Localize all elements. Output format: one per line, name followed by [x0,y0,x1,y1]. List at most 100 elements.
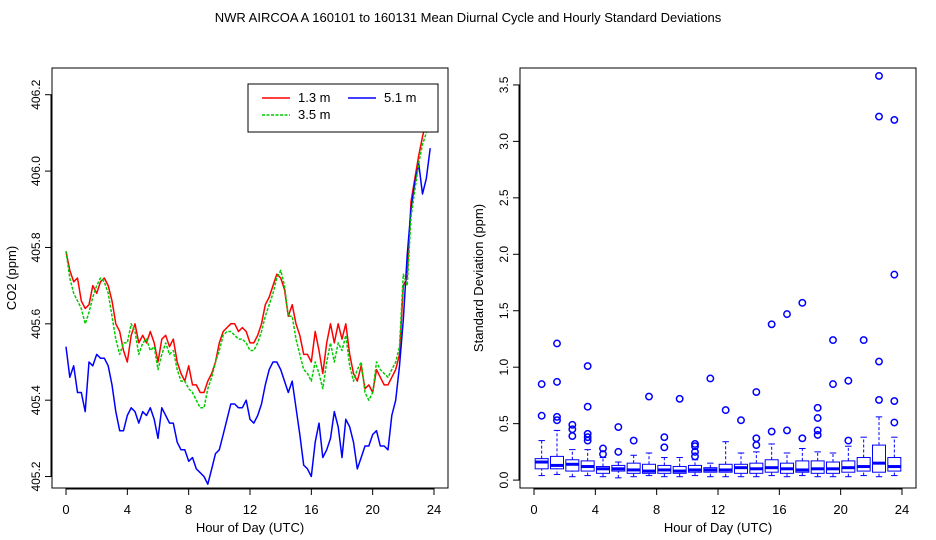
outlier-point [844,436,853,445]
left-x-tick-label: 24 [427,502,441,517]
outlier-point [599,450,607,459]
outlier-point [813,430,822,439]
box-hour-22.5 [872,71,886,478]
outlier-point [859,336,868,345]
series-line-1-3-m [65,94,431,394]
outlier-point [706,374,715,383]
outlier-point [767,320,776,329]
left-y-tick-label: 405.8 [29,232,43,262]
outlier-point [553,377,561,386]
outlier-point [844,376,853,385]
right-x-tick-label: 20 [833,502,847,517]
left-series-group [65,94,431,485]
left-x-tick-label: 16 [304,502,318,517]
box-hour-0.5 [534,380,549,477]
outlier-point [553,339,561,348]
right-y-tick-label: 3.0 [497,133,511,150]
outlier-point [783,426,791,435]
box-hour-10.5 [688,440,702,477]
outlier-point [568,425,577,434]
right-y-tick-label: 0.0 [497,471,511,488]
outlier-point [737,416,745,425]
outlier-point [645,392,653,401]
outlier-point [568,420,577,429]
box-hour-1.5 [550,339,564,475]
outlier-point [767,427,776,436]
legend-label-3-5-m: 3.5 m [298,107,331,122]
box-hour-19.5 [826,336,840,478]
outlier-point [721,406,730,415]
box-hour-14.5 [749,388,764,478]
right-y-axis: 0.0 0.5 1.0 1.5 2.0 2.5 3.0 3.5 [497,76,520,488]
outlier-point [813,414,822,422]
right-y-tick-label: 1.5 [497,302,511,319]
box-hour-9.5 [672,394,687,478]
left-x-tick-label: 4 [124,502,131,517]
box-iqr [764,459,779,473]
legend: 1.3 m 5.1 m 3.5 m [247,83,439,133]
legend-label-5-1-m: 5.1 m [384,90,417,105]
outlier-point [660,433,669,442]
left-y-tick-label: 405.2 [29,461,43,491]
right-plot-frame [519,67,917,489]
box-hour-4.5 [596,444,610,478]
box-hour-5.5 [611,423,626,479]
outlier-point [614,423,623,431]
box-hour-7.5 [642,392,656,477]
outlier-point [629,436,638,445]
outlier-point [875,395,883,404]
left-x-axis: 0 4 8 12 16 20 24 [62,488,441,517]
outlier-point [798,434,807,443]
right-x-tick-label: 16 [772,502,786,517]
outlier-point [752,388,761,396]
outlier-point [537,411,546,420]
right-y-tick-label: 2.5 [497,189,511,206]
right-y-tick-label: 0.5 [497,415,511,432]
box-iqr [795,460,810,473]
outlier-point [829,380,837,389]
left-x-tick-label: 8 [185,502,192,517]
box-iqr [856,457,871,472]
stddev-box-panel: 0 4 8 12 16 20 24 0.0 0.5 1.0 1.5 2.0 2.5 3.0 3.5 Hou… [471,67,917,535]
outlier-point [752,441,761,450]
outlier-point [783,310,791,319]
right-x-axis: 0 4 8 12 16 20 24 [530,488,909,517]
outlier-point [813,403,822,412]
box-iqr [718,463,733,473]
outlier-point [829,336,837,345]
outlier-point [583,433,592,442]
left-x-tick-label: 20 [365,502,379,517]
box-group [534,71,902,479]
box-iqr [642,463,656,474]
box-iqr [626,462,641,474]
co2-line-panel: 0 4 8 12 16 20 24 405.2 405.4 405.6 405.8 406.0 406… [4,67,449,535]
outlier-point [875,112,883,121]
box-iqr [534,458,549,470]
outlier-point [568,432,577,441]
right-y-axis-label: Standard Deviation (ppm) [471,204,486,352]
left-y-tick-label: 406.2 [29,79,43,109]
outlier-point [691,440,699,448]
outlier-point [890,418,899,427]
box-hour-23.5 [887,115,902,477]
figure-title: NWR AIRCOA A 160101 to 160131 Mean Diurn… [215,10,722,25]
right-x-tick-label: 8 [653,502,660,517]
outlier-point [752,434,761,443]
right-y-tick-label: 1.0 [497,359,511,376]
box-hour-2.5 [565,420,580,478]
outlier-point [599,444,607,453]
outlier-point [691,452,699,461]
outlier-point [583,402,592,411]
outlier-point [798,298,807,307]
left-y-tick-label: 405.6 [29,308,43,338]
left-y-tick-label: 405.4 [29,385,43,415]
outlier-point [890,270,899,279]
left-x-axis-label: Hour of Day (UTC) [196,520,304,535]
series-line-3-5-m [65,102,431,409]
box-iqr [887,457,902,472]
box-hour-21.5 [856,336,871,477]
left-y-axis-label: CO2 (ppm) [4,246,19,310]
box-hour-6.5 [626,436,641,478]
outlier-point [660,443,669,452]
outlier-point [675,394,684,403]
